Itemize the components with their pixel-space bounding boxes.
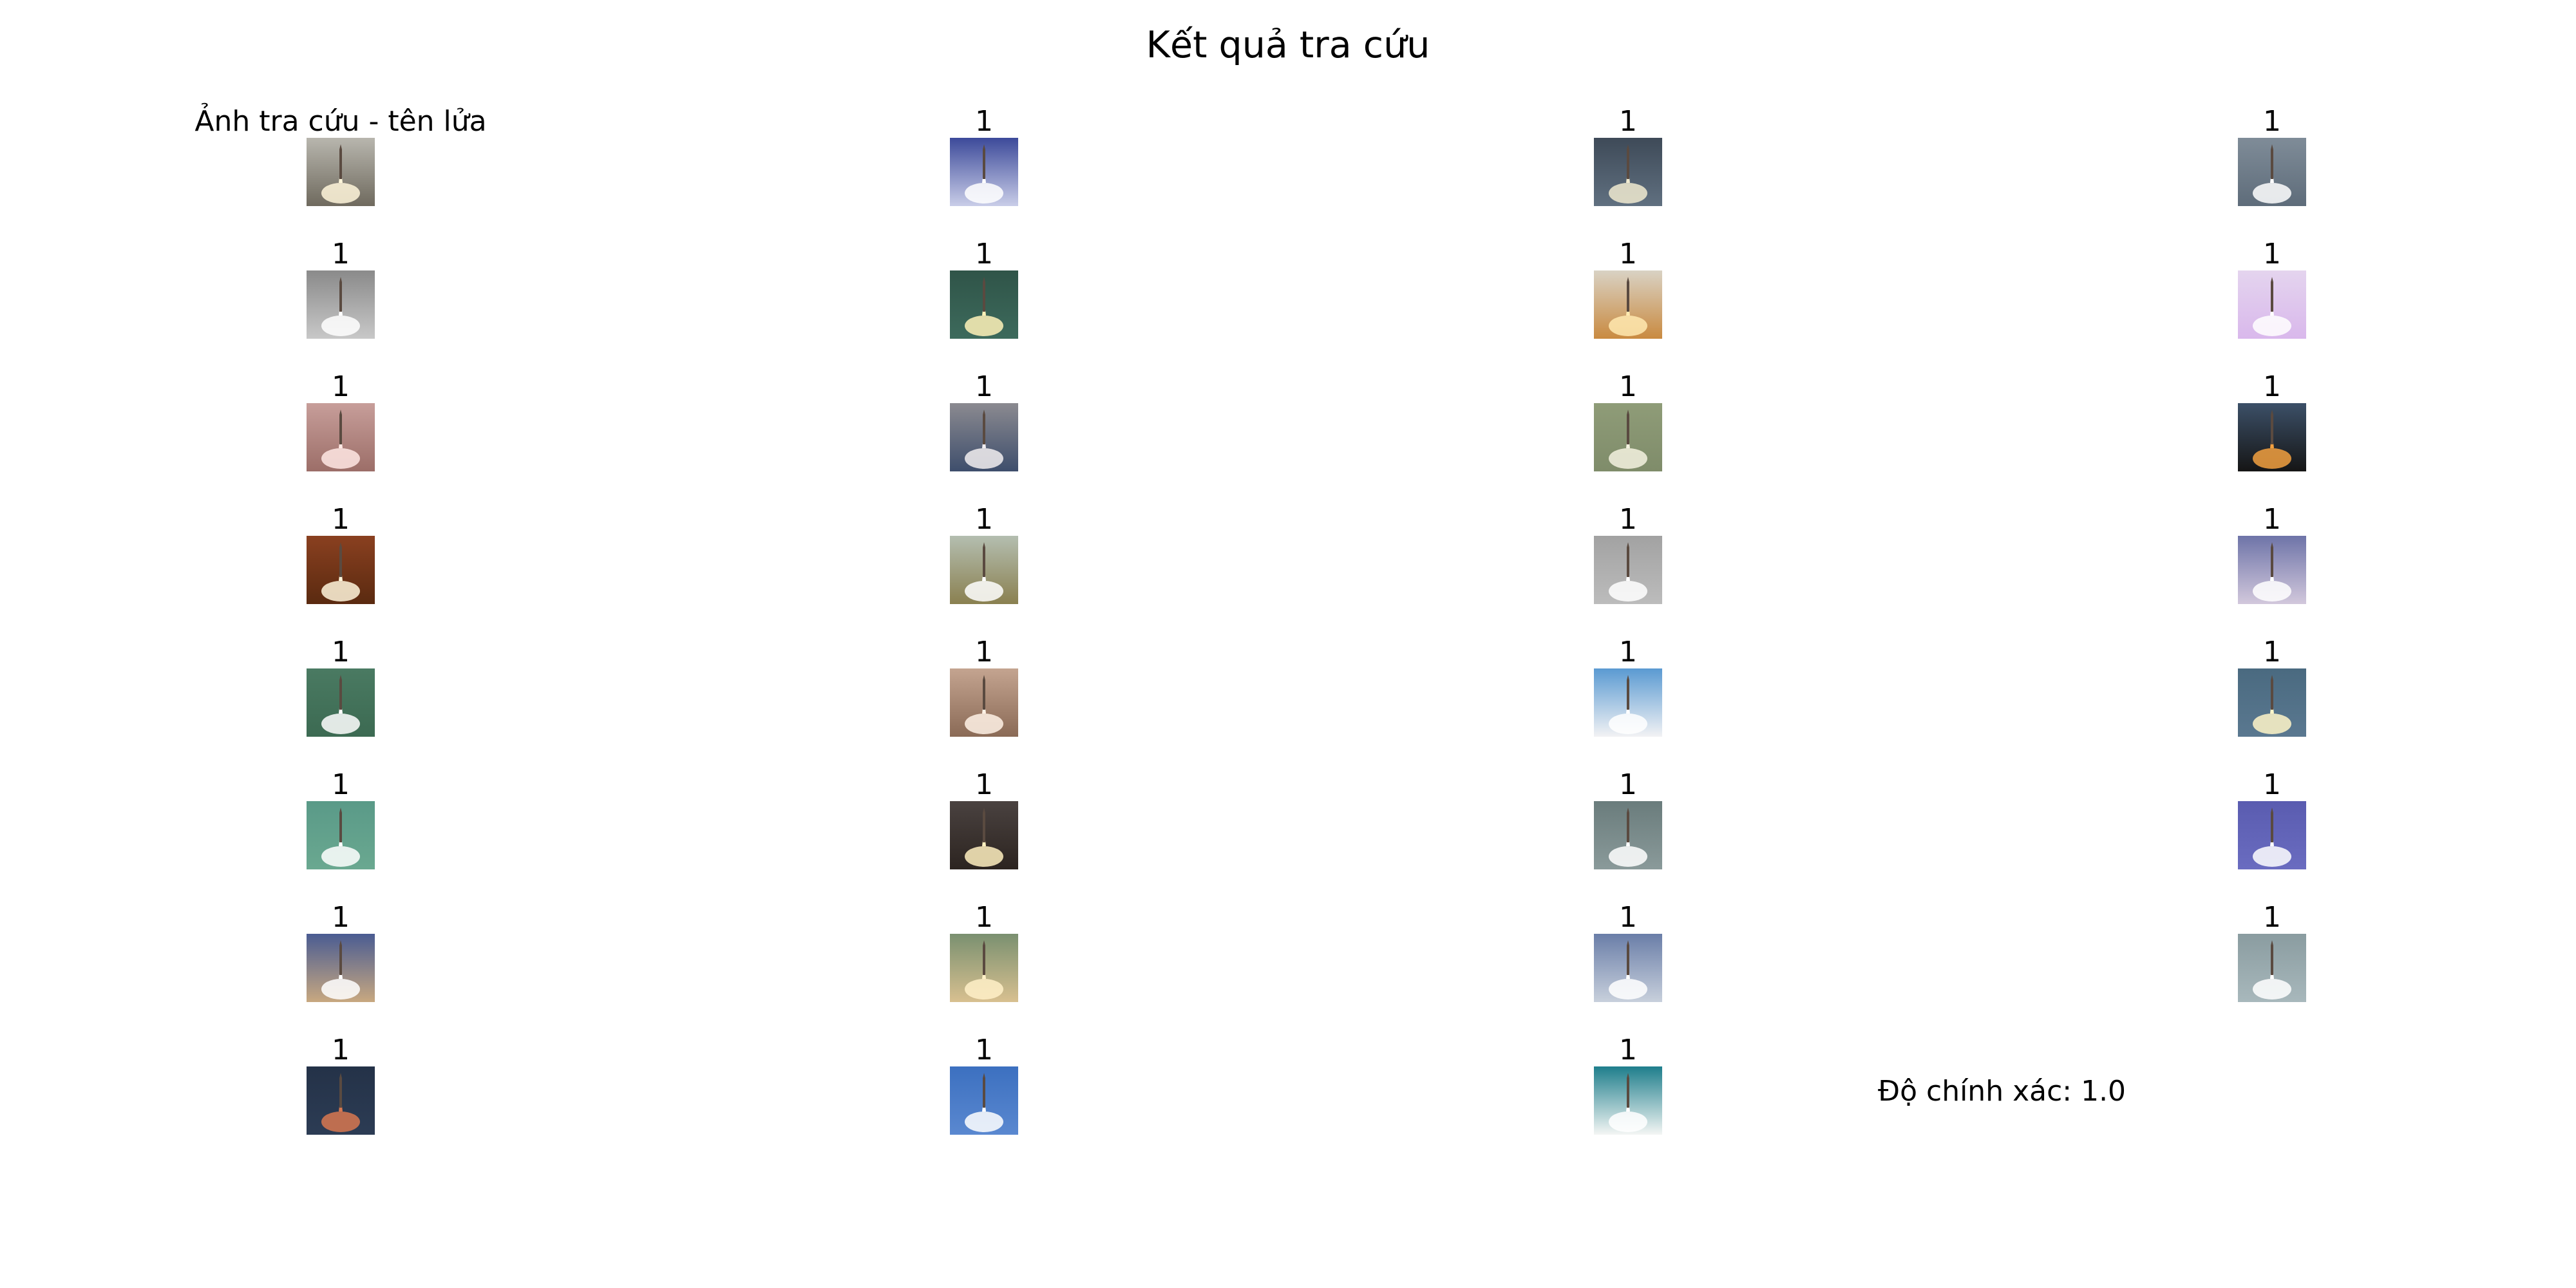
rocket-launch-icon: [2238, 801, 2306, 869]
result-label: 1: [332, 370, 350, 403]
result-image: [307, 1066, 375, 1135]
rocket-launch-icon: [950, 934, 1018, 1002]
rocket-launch-icon: [307, 270, 375, 339]
result-label: 1: [1619, 768, 1637, 801]
rocket-launch-icon: [1594, 801, 1662, 869]
rocket-launch-icon: [2238, 403, 2306, 471]
result-label: 1: [975, 370, 993, 403]
result-label: 1: [332, 768, 350, 801]
accuracy-text: Độ chính xác: 1.0: [1878, 1075, 2126, 1108]
result-image: [2238, 801, 2306, 869]
result-label: 1: [975, 901, 993, 934]
result-image: [307, 668, 375, 737]
result-label: 1: [332, 636, 350, 668]
result-image: [950, 138, 1018, 206]
result-image: [1594, 668, 1662, 737]
result-image: [1594, 403, 1662, 471]
result-label: 1: [332, 1034, 350, 1066]
result-image: [950, 536, 1018, 604]
result-image: [1594, 536, 1662, 604]
result-label: 1: [2263, 105, 2281, 138]
rocket-launch-icon: [950, 403, 1018, 471]
rocket-launch-icon: [307, 934, 375, 1002]
result-label: 1: [332, 238, 350, 270]
result-label: 1: [1619, 636, 1637, 668]
rocket-launch-icon: [950, 138, 1018, 206]
result-image: [307, 934, 375, 1002]
result-label: 1: [2263, 503, 2281, 536]
result-image: [2238, 668, 2306, 737]
rocket-launch-icon: [950, 1066, 1018, 1135]
rocket-launch-icon: [1594, 270, 1662, 339]
rocket-launch-icon: [307, 138, 375, 206]
query-image-label: Ảnh tra cứu - tên lửa: [194, 105, 487, 138]
result-image: [307, 403, 375, 471]
result-image: [950, 1066, 1018, 1135]
rocket-launch-icon: [307, 1066, 375, 1135]
rocket-launch-icon: [2238, 138, 2306, 206]
result-label: 1: [2263, 768, 2281, 801]
result-label: 1: [1619, 901, 1637, 934]
result-image: [1594, 1066, 1662, 1135]
result-label: 1: [2263, 238, 2281, 270]
rocket-launch-icon: [1594, 138, 1662, 206]
result-label: 1: [975, 503, 993, 536]
result-image: [950, 801, 1018, 869]
result-label: 1: [975, 1034, 993, 1066]
result-image: [2238, 138, 2306, 206]
result-label: 1: [2263, 370, 2281, 403]
result-label: 1: [975, 238, 993, 270]
rocket-launch-icon: [2238, 270, 2306, 339]
rocket-launch-icon: [1594, 403, 1662, 471]
result-label: 1: [332, 901, 350, 934]
result-image: [1594, 270, 1662, 339]
result-label: 1: [975, 636, 993, 668]
rocket-launch-icon: [2238, 668, 2306, 737]
rocket-launch-icon: [2238, 934, 2306, 1002]
result-label: 1: [1619, 1034, 1637, 1066]
rocket-launch-icon: [307, 668, 375, 737]
rocket-launch-icon: [950, 536, 1018, 604]
result-image: [307, 270, 375, 339]
result-image: [307, 801, 375, 869]
rocket-launch-icon: [950, 668, 1018, 737]
result-label: 1: [1619, 503, 1637, 536]
result-image: [2238, 403, 2306, 471]
result-image: [950, 934, 1018, 1002]
result-image: [1594, 934, 1662, 1002]
rocket-launch-icon: [307, 536, 375, 604]
rocket-launch-icon: [2238, 536, 2306, 604]
rocket-launch-icon: [950, 801, 1018, 869]
result-label: 1: [975, 768, 993, 801]
rocket-launch-icon: [307, 801, 375, 869]
result-image: [950, 403, 1018, 471]
result-image: [950, 668, 1018, 737]
result-image: [2238, 934, 2306, 1002]
figure-title: Kết quả tra cứu: [1146, 24, 1430, 66]
rocket-launch-icon: [1594, 536, 1662, 604]
result-image: [1594, 801, 1662, 869]
rocket-launch-icon: [307, 403, 375, 471]
result-image: [1594, 138, 1662, 206]
rocket-launch-icon: [1594, 934, 1662, 1002]
result-label: 1: [1619, 370, 1637, 403]
result-label: 1: [975, 105, 993, 138]
result-label: 1: [2263, 636, 2281, 668]
result-label: 1: [2263, 901, 2281, 934]
result-label: 1: [332, 503, 350, 536]
result-image: [307, 536, 375, 604]
result-image: [950, 270, 1018, 339]
result-image: [2238, 536, 2306, 604]
rocket-launch-icon: [950, 270, 1018, 339]
rocket-launch-icon: [1594, 1066, 1662, 1135]
query-image: [307, 138, 375, 206]
result-label: 1: [1619, 105, 1637, 138]
rocket-launch-icon: [1594, 668, 1662, 737]
result-label: 1: [1619, 238, 1637, 270]
result-image: [2238, 270, 2306, 339]
